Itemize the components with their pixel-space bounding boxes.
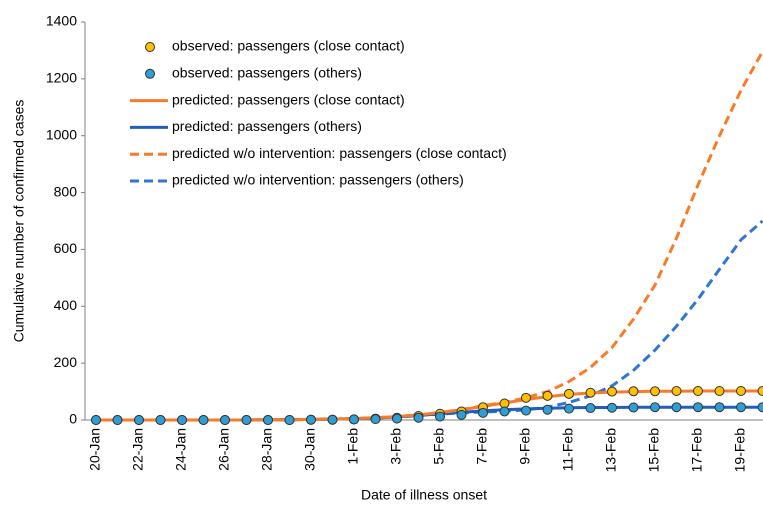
x-tick-label: 3-Feb xyxy=(388,428,404,465)
data-point xyxy=(650,386,660,397)
data-point xyxy=(155,415,166,425)
legend-label: predicted w/o intervention: passengers (… xyxy=(172,172,464,188)
x-axis-title: Date of illness onset xyxy=(361,487,487,503)
y-tick-label: 200 xyxy=(54,354,78,370)
data-point xyxy=(671,386,682,397)
data-point xyxy=(370,414,381,425)
data-point xyxy=(757,386,763,397)
data-point xyxy=(585,403,596,414)
data-point xyxy=(714,386,725,397)
data-point xyxy=(456,409,467,420)
data-point xyxy=(306,414,316,425)
y-tick-label: 400 xyxy=(54,297,78,313)
legend-label: predicted: passengers (others) xyxy=(172,118,362,134)
data-point xyxy=(671,402,682,413)
data-point xyxy=(327,414,338,425)
x-tick-label: 15-Feb xyxy=(646,428,662,473)
data-point xyxy=(521,405,531,416)
data-point xyxy=(628,386,639,397)
x-tick-label: 17-Feb xyxy=(689,428,705,473)
data-point xyxy=(564,403,574,414)
data-point xyxy=(628,402,639,413)
data-point xyxy=(392,413,402,424)
data-point xyxy=(91,415,101,425)
x-tick-label: 9-Feb xyxy=(517,428,533,465)
legend-label: observed: passengers (others) xyxy=(172,65,362,81)
data-point xyxy=(693,386,703,397)
data-point xyxy=(542,390,553,401)
data-point xyxy=(564,388,574,399)
y-tick-label: 1400 xyxy=(46,13,77,29)
x-tick-label: 20-Jan xyxy=(87,428,103,471)
legend-label: predicted w/o intervention: passengers (… xyxy=(172,145,507,161)
data-point xyxy=(177,415,187,425)
data-point xyxy=(499,406,510,417)
data-point xyxy=(714,402,725,413)
legend-marker xyxy=(145,42,155,52)
y-tick-label: 0 xyxy=(69,411,77,427)
data-point xyxy=(198,415,209,425)
y-tick-label: 1000 xyxy=(46,126,77,142)
y-tick-label: 800 xyxy=(54,183,78,199)
x-tick-label: 5-Feb xyxy=(431,428,447,465)
legend-marker xyxy=(145,68,155,79)
x-tick-label: 1-Feb xyxy=(345,428,361,465)
data-point xyxy=(263,415,273,425)
data-point xyxy=(112,415,123,425)
data-point xyxy=(693,402,703,413)
data-point xyxy=(607,386,617,397)
data-point xyxy=(134,415,144,425)
y-tick-label: 1200 xyxy=(46,70,77,86)
data-point xyxy=(736,402,746,413)
x-tick-label: 26-Jan xyxy=(216,428,232,471)
data-point xyxy=(349,414,359,425)
data-point xyxy=(220,415,230,425)
data-point xyxy=(607,402,617,413)
data-point xyxy=(521,392,531,403)
legend-label: observed: passengers (close contact) xyxy=(172,38,405,54)
x-tick-label: 7-Feb xyxy=(474,428,490,465)
x-tick-label: 22-Jan xyxy=(130,428,146,471)
data-point xyxy=(435,411,445,422)
x-tick-label: 13-Feb xyxy=(603,428,619,473)
x-tick-label: 30-Jan xyxy=(302,428,318,471)
data-point xyxy=(736,386,746,397)
legend-label: predicted: passengers (close contact) xyxy=(172,91,405,107)
data-point xyxy=(542,404,553,415)
x-tick-label: 11-Feb xyxy=(560,428,576,472)
data-point xyxy=(478,407,488,418)
data-point xyxy=(284,415,295,425)
y-axis-title: Cumulative number of confirmed cases xyxy=(11,100,27,343)
x-tick-label: 19-Feb xyxy=(732,428,748,473)
data-point xyxy=(413,412,424,423)
data-point xyxy=(585,387,596,398)
y-tick-label: 600 xyxy=(54,240,78,256)
x-tick-label: 28-Jan xyxy=(259,428,275,471)
data-point xyxy=(241,415,252,425)
data-point xyxy=(757,402,763,413)
data-point xyxy=(650,402,660,413)
x-tick-label: 24-Jan xyxy=(173,428,189,471)
